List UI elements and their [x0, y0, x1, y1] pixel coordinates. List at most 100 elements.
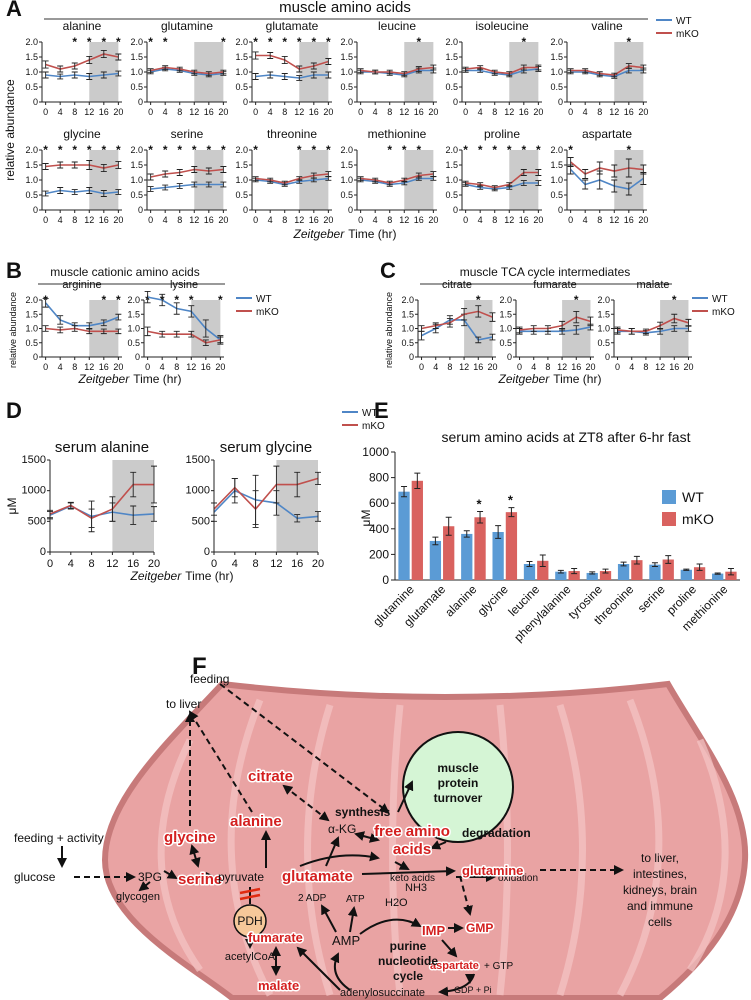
error-bar [294, 471, 301, 498]
error-bar [567, 68, 574, 73]
error-bar [67, 501, 74, 509]
plot-title: serum glycine [220, 439, 313, 456]
significance-star: * [568, 143, 573, 157]
series-line [360, 173, 434, 184]
error-bar [159, 293, 166, 307]
bar [599, 571, 612, 580]
bar [555, 571, 567, 580]
x-tick-label: 20 [312, 558, 324, 570]
significance-star: * [311, 143, 316, 157]
legend-label: mKO [676, 29, 699, 40]
y-tick-label: 1.5 [499, 309, 512, 319]
legend-label: WT [712, 294, 728, 305]
series-line [213, 477, 319, 511]
x-tick-label: 0 [253, 107, 258, 117]
y-tick-label: 0.5 [401, 338, 414, 348]
bar [461, 533, 473, 580]
x-tick-label: 0 [148, 107, 153, 117]
y-tick-label: 0.5 [25, 82, 38, 92]
error-bar [625, 182, 632, 196]
error-bar [188, 305, 195, 318]
x-tick-label: 20 [683, 362, 693, 372]
error-bar [267, 71, 274, 79]
x-tick-label: 8 [643, 362, 648, 372]
error-bar [281, 180, 288, 186]
x-tick-label: 20 [215, 362, 225, 372]
node: AMP [332, 933, 360, 948]
error-bar [539, 554, 546, 568]
legend-label: mKO [712, 307, 735, 318]
x-tick-label: 20 [323, 107, 333, 117]
bar [662, 559, 674, 580]
x-tick-label: 4 [268, 107, 273, 117]
y-tick-label: 600 [369, 496, 389, 510]
significance-star: * [192, 143, 197, 157]
x-tick-label: 4 [163, 215, 168, 225]
plot-title: proline [484, 127, 520, 141]
node: NH3 [405, 882, 427, 894]
significance-star: * [101, 293, 106, 307]
x-tick-label: 16 [99, 107, 109, 117]
x-tick-label: 20 [638, 215, 648, 225]
y-tick-label: 2.0 [130, 37, 143, 47]
y-tick-label: 0.5 [235, 82, 248, 92]
node: feeding [190, 672, 229, 686]
error-bar [651, 562, 658, 568]
node: synthesis [335, 805, 391, 819]
y-tick-label: 1.5 [25, 160, 38, 170]
panel-label: E [374, 398, 389, 423]
significance-star: * [282, 35, 287, 49]
error-bar [42, 298, 49, 308]
node: glycogen [116, 891, 160, 903]
y-tick-label: 1500 [186, 454, 210, 466]
y-tick-label: 1.0 [445, 175, 458, 185]
y-tick-label: 2.0 [401, 295, 414, 305]
y-tick-label: 1.0 [340, 175, 353, 185]
significance-star: * [311, 35, 316, 49]
x-tick-label: 0 [47, 558, 53, 570]
diagram: F feeding to liver muscle protein turnover… [14, 653, 749, 1000]
y-tick-label: 1.0 [550, 175, 563, 185]
x-tick-label: 8 [72, 215, 77, 225]
node: glycine [164, 829, 216, 846]
error-bar [281, 55, 288, 65]
x-tick-label: 20 [638, 107, 648, 117]
node: glutamine [462, 863, 523, 878]
series-line [519, 316, 591, 331]
error-bar [445, 516, 452, 536]
error-bar [144, 326, 151, 337]
x-tick-label: 0 [463, 215, 468, 225]
x-tick-label: 12 [270, 558, 282, 570]
y-tick-label: 0 [558, 97, 563, 107]
x-tick-label: 16 [414, 107, 424, 117]
x-tick-label: 16 [309, 107, 319, 117]
error-bar [506, 182, 513, 187]
bar [693, 567, 706, 580]
error-bar [176, 66, 183, 72]
y-tick-label: 0 [382, 573, 389, 587]
y-tick-label: 0.5 [550, 190, 563, 200]
error-bar [727, 567, 734, 576]
y-tick-label: 0 [409, 352, 414, 362]
node: purine nucleotide cycle [378, 939, 438, 983]
error-bar [611, 72, 618, 78]
x-tick-label: 8 [253, 558, 259, 570]
significance-star: * [507, 143, 512, 157]
series-line [49, 483, 154, 520]
series-line [570, 65, 644, 76]
y-tick-label: 2.0 [25, 145, 38, 155]
error-bar [71, 71, 78, 79]
x-axis-label: Zeitgeber Time (hr) [498, 372, 602, 386]
x-tick-label: 12 [557, 362, 567, 372]
legend-label: WT [682, 489, 704, 505]
significance-star: * [43, 143, 48, 157]
y-tick-label: 0.5 [445, 190, 458, 200]
node-line: acids [393, 841, 431, 858]
error-bar [526, 560, 533, 568]
y-tick-label: 1.5 [340, 160, 353, 170]
legend-label: WT [362, 408, 378, 419]
series-line [150, 168, 224, 178]
x-tick-label: 8 [282, 107, 287, 117]
y-tick-label: 0.5 [130, 82, 143, 92]
legend-swatch [662, 490, 676, 504]
